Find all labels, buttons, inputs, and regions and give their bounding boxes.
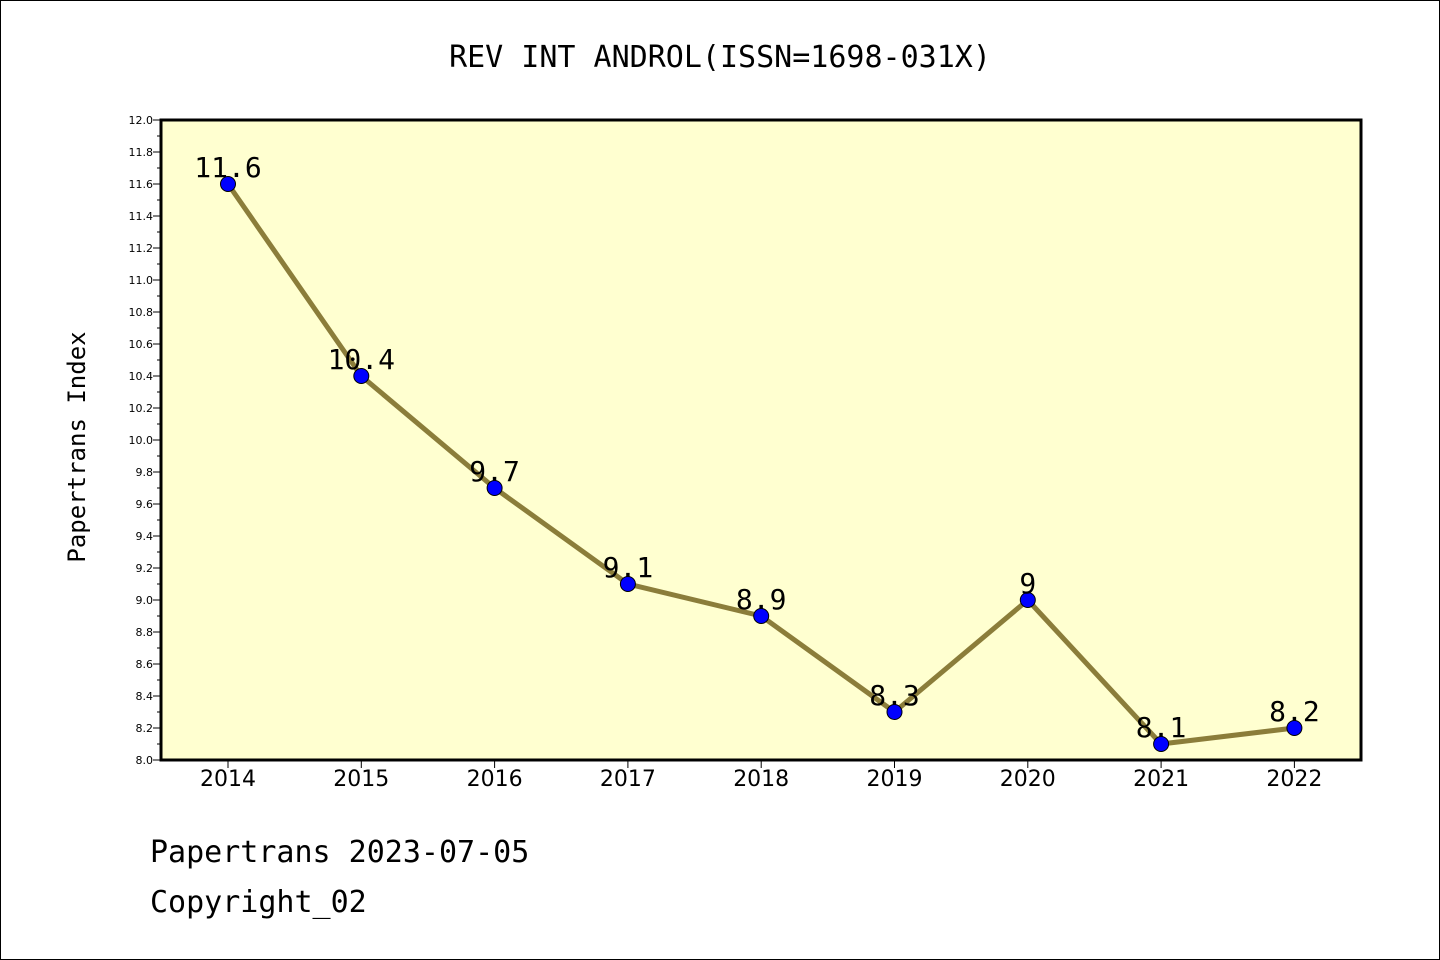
data-point — [1019, 592, 1036, 608]
y-tick-label: 10.6 — [129, 338, 154, 351]
x-tick-label: 2021 — [1133, 767, 1189, 792]
data-label: 11.6 — [194, 151, 261, 184]
y-tick-label: 11.2 — [129, 242, 154, 255]
data-point — [1153, 736, 1170, 752]
y-tick-label: 10.4 — [129, 370, 154, 383]
y-ticks: 8.0 8.2 8.4 8.6 8.8 9.0 9.2 9.4 9.6 9.8 10.0 10.2 10… — [129, 114, 161, 767]
data-label: 9 — [1019, 567, 1036, 600]
data-label: 8.2 — [1269, 695, 1320, 728]
y-axis-label: Papertrans Index — [63, 331, 91, 562]
plot-area — [161, 120, 1361, 760]
data-label: 9.7 — [469, 455, 520, 488]
y-tick-label: 11.8 — [129, 146, 154, 159]
x-tick-label: 2017 — [600, 767, 656, 792]
x-tick-label: 2016 — [467, 767, 523, 792]
y-tick-label: 9.0 — [136, 594, 154, 607]
x-tick-label: 2020 — [1000, 767, 1056, 792]
data-label: 8.9 — [736, 583, 787, 616]
data-label: 8.1 — [1136, 711, 1187, 744]
y-tick-label: 12.0 — [129, 114, 154, 127]
data-point — [1286, 720, 1303, 736]
y-tick-label: 11.4 — [129, 210, 154, 223]
data-point — [753, 608, 770, 624]
plot-border — [159, 118, 1363, 762]
y-tick-label: 11.0 — [129, 274, 154, 287]
x-tick-label: 2018 — [733, 767, 789, 792]
x-ticks: 2014 2015 2016 2017 2018 2019 2020 2021 2022 — [200, 760, 1322, 792]
y-tick-label: 9.6 — [136, 498, 154, 511]
y-tick-label: 10.8 — [129, 306, 154, 319]
y-tick-label: 8.4 — [136, 690, 154, 703]
y-tick-label: 8.2 — [136, 722, 154, 735]
y-tick-label: 8.6 — [136, 658, 154, 671]
x-tick-label: 2014 — [200, 767, 256, 792]
series: 11.6 10.4 9.7 9.1 8.9 8.3 9 8.1 8.2 — [194, 151, 1320, 752]
x-tick-label: 2019 — [867, 767, 923, 792]
data-point — [619, 576, 636, 592]
y-tick-label: 8.0 — [136, 754, 154, 767]
x-tick-label: 2022 — [1266, 767, 1322, 792]
y-tick-label: 8.8 — [136, 626, 154, 639]
y-tick-label: 9.4 — [136, 530, 154, 543]
footer-copyright: Copyright_02 — [150, 885, 367, 920]
y-tick-label: 10.2 — [129, 402, 154, 415]
footer-date: Papertrans 2023-07-05 — [150, 835, 530, 870]
data-point — [353, 368, 370, 384]
data-point — [486, 480, 503, 496]
chart-title: REV INT ANDROL(ISSN=1698-031X) — [449, 40, 991, 75]
y-tick-label: 9.8 — [136, 466, 154, 479]
data-label: 8.3 — [869, 679, 920, 712]
y-tick-label: 10.0 — [129, 434, 154, 447]
data-label: 9.1 — [603, 551, 654, 584]
y-tick-label: 11.6 — [129, 178, 154, 191]
x-tick-label: 2015 — [333, 767, 389, 792]
data-point — [886, 704, 903, 720]
data-point — [220, 176, 236, 192]
data-label: 10.4 — [328, 343, 395, 376]
y-tick-label: 9.2 — [136, 562, 154, 575]
